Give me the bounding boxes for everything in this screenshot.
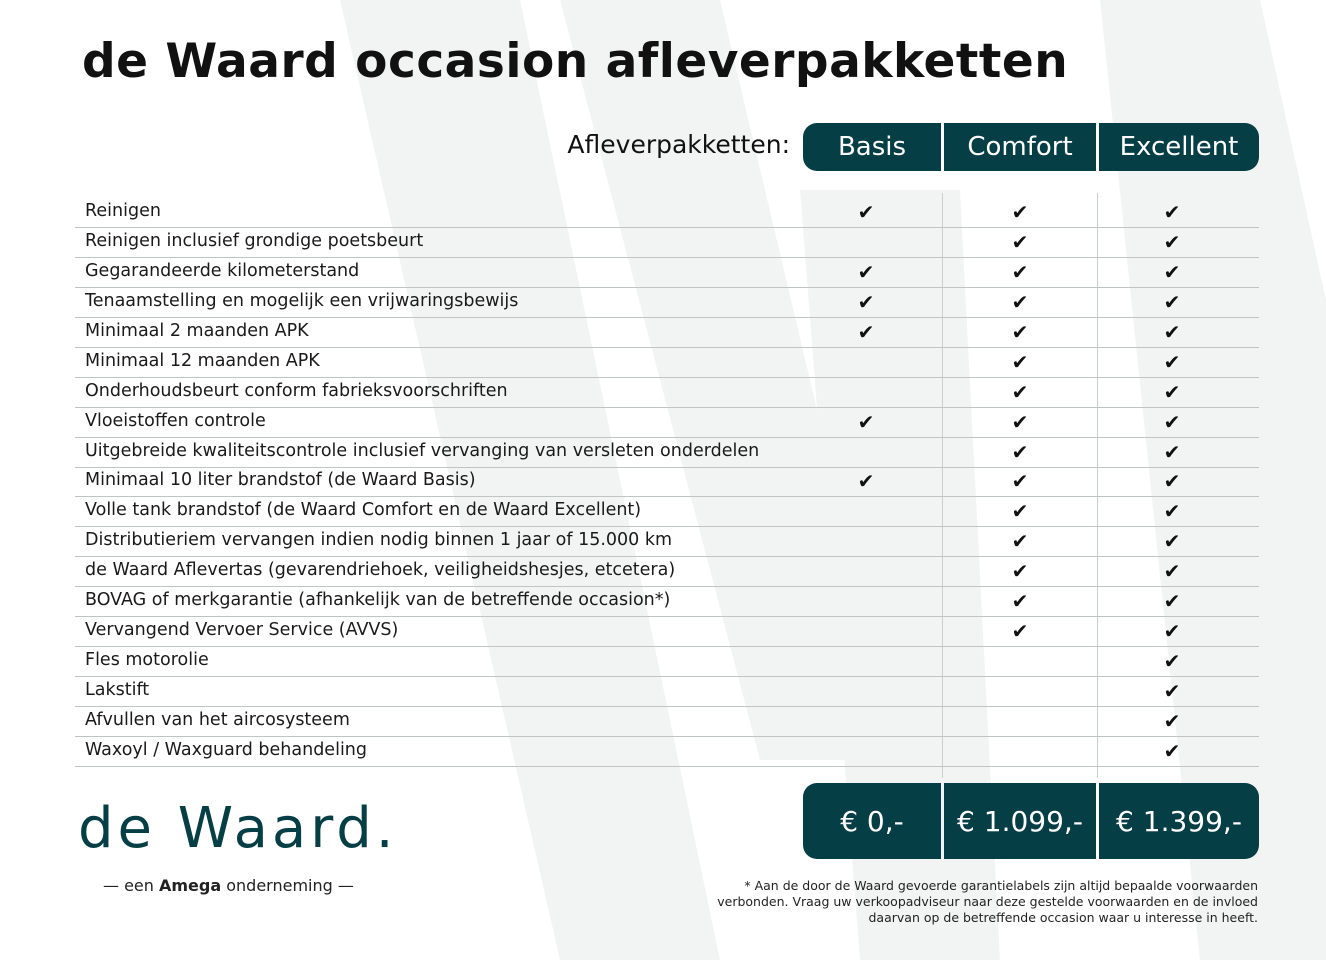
packages-label: Afleverpakketten: <box>567 130 790 159</box>
checkmark-icon: ✔ <box>1163 649 1181 674</box>
checkmark-icon: ✔ <box>1163 409 1181 434</box>
column-divider <box>1097 193 1098 778</box>
checkmark-icon: ✔ <box>1011 349 1029 374</box>
checkmark-icon: ✔ <box>1163 559 1181 584</box>
package-header-comfort: Comfort <box>944 123 1096 171</box>
feature-label: Minimaal 12 maanden APK <box>85 350 320 371</box>
column-divider <box>942 193 943 778</box>
checkmark-icon: ✔ <box>1011 439 1029 464</box>
price-excellent: € 1.399,- <box>1099 783 1259 859</box>
checkmark-icon: ✔ <box>1011 229 1029 254</box>
checkmark-icon: ✔ <box>1011 409 1029 434</box>
checkmark-icon: ✔ <box>1163 619 1181 644</box>
checkmark-icon: ✔ <box>857 319 875 344</box>
checkmark-icon: ✔ <box>1163 259 1181 284</box>
feature-label: Minimaal 2 maanden APK <box>85 320 309 341</box>
checkmark-icon: ✔ <box>1163 708 1181 733</box>
feature-label: Reinigen inclusief grondige poetsbeurt <box>85 230 424 251</box>
package-header-excellent: Excellent <box>1099 123 1259 171</box>
feature-label: de Waard Aflevertas (gevarendriehoek, ve… <box>85 560 676 581</box>
checkmark-icon: ✔ <box>1011 319 1029 344</box>
checkmark-icon: ✔ <box>1011 619 1029 644</box>
table-row: Minimaal 2 maanden APK ✔ ✔ ✔ <box>75 318 1259 348</box>
feature-label: Reinigen <box>85 201 161 221</box>
table-row: de Waard Aflevertas (gevarendriehoek, ve… <box>75 557 1259 588</box>
table-row: Distributieriem vervangen indien nodig b… <box>75 527 1259 558</box>
checkmark-icon: ✔ <box>1011 529 1029 554</box>
checkmark-icon: ✔ <box>1163 200 1181 224</box>
checkmark-icon: ✔ <box>1011 589 1029 614</box>
feature-label: Fles motorolie <box>85 650 209 671</box>
table-row: Gegarandeerde kilometerstand ✔ ✔ ✔ <box>75 258 1259 288</box>
table-row: Reinigen inclusief grondige poetsbeurt ✔ ✔ <box>75 228 1259 258</box>
feature-label: Lakstift <box>85 680 150 701</box>
tagline-brand: Amega <box>159 876 222 895</box>
package-header-basis: Basis <box>803 123 941 171</box>
checkmark-icon: ✔ <box>1163 529 1181 554</box>
checkmark-icon: ✔ <box>1163 738 1181 763</box>
table-row: Minimaal 10 liter brandstof (de Waard Ba… <box>75 467 1259 498</box>
feature-label: Distributieriem vervangen indien nodig b… <box>85 530 673 551</box>
checkmark-icon: ✔ <box>1163 679 1181 704</box>
checkmark-icon: ✔ <box>1163 379 1181 404</box>
footnote: * Aan de door de Waard gevoerde garantie… <box>717 878 1258 925</box>
price-comfort: € 1.099,- <box>944 783 1096 859</box>
feature-label: Vloeistoffen controle <box>85 410 266 431</box>
table-row: Tenaamstelling en mogelijk een vrijwarin… <box>75 288 1259 318</box>
feature-label: Waxoyl / Waxguard behandeling <box>85 739 367 760</box>
feature-label: Tenaamstelling en mogelijk een vrijwarin… <box>85 290 519 311</box>
feature-label: Volle tank brandstof (de Waard Comfort e… <box>85 500 642 521</box>
price-basis: € 0,- <box>803 783 941 859</box>
checkmark-icon: ✔ <box>1011 379 1029 404</box>
tagline-pre: — een <box>103 876 159 895</box>
checkmark-icon: ✔ <box>1163 589 1181 614</box>
checkmark-icon: ✔ <box>857 409 875 434</box>
table-row: Vloeistoffen controle ✔ ✔ ✔ <box>75 408 1259 438</box>
checkmark-icon: ✔ <box>1011 289 1029 314</box>
checkmark-icon: ✔ <box>1011 259 1029 284</box>
checkmark-icon: ✔ <box>857 289 875 314</box>
table-row: Volle tank brandstof (de Waard Comfort e… <box>75 497 1259 528</box>
checkmark-icon: ✔ <box>1011 499 1029 524</box>
checkmark-icon: ✔ <box>857 259 875 284</box>
checkmark-icon: ✔ <box>1163 349 1181 374</box>
table-row: Minimaal 12 maanden APK ✔ ✔ <box>75 348 1259 378</box>
feature-label: Gegarandeerde kilometerstand <box>85 260 360 281</box>
table-row: Afvullen van het aircosysteem ✔ <box>75 707 1259 737</box>
table-row: BOVAG of merkgarantie (afhankelijk van d… <box>75 587 1259 618</box>
checkmark-icon: ✔ <box>1163 229 1181 254</box>
table-row: Waxoyl / Waxguard behandeling ✔ <box>75 737 1259 767</box>
checkmark-icon: ✔ <box>1011 200 1029 224</box>
checkmark-icon: ✔ <box>1163 499 1181 524</box>
checkmark-icon: ✔ <box>857 200 875 224</box>
feature-label: BOVAG of merkgarantie (afhankelijk van d… <box>85 590 671 611</box>
tagline-post: onderneming — <box>221 876 354 895</box>
checkmark-icon: ✔ <box>1011 469 1029 494</box>
feature-label: Onderhoudsbeurt conform fabrieksvoorschr… <box>85 380 508 401</box>
table-row: Vervangend Vervoer Service (AVVS) ✔ ✔ <box>75 617 1259 648</box>
table-row: Reinigen ✔ ✔ ✔ <box>75 198 1259 228</box>
feature-label: Uitgebreide kwaliteitscontrole inclusief… <box>85 440 760 461</box>
table-row: Lakstift ✔ <box>75 677 1259 708</box>
feature-label: Afvullen van het aircosysteem <box>85 709 350 730</box>
checkmark-icon: ✔ <box>1163 289 1181 314</box>
checkmark-icon: ✔ <box>1163 319 1181 344</box>
checkmark-icon: ✔ <box>857 469 875 494</box>
table-row: Uitgebreide kwaliteitscontrole inclusief… <box>75 438 1259 468</box>
feature-label: Minimaal 10 liter brandstof (de Waard Ba… <box>85 470 476 491</box>
feature-label: Vervangend Vervoer Service (AVVS) <box>85 620 399 641</box>
page-title: de Waard occasion afleverpakketten <box>82 34 1069 89</box>
table-row: Onderhoudsbeurt conform fabrieksvoorschr… <box>75 378 1259 408</box>
checkmark-icon: ✔ <box>1163 469 1181 494</box>
de-waard-logo: de Waard. <box>78 796 398 861</box>
checkmark-icon: ✔ <box>1011 559 1029 584</box>
table-row: Fles motorolie ✔ <box>75 647 1259 678</box>
tagline: — een Amega onderneming — <box>103 876 354 895</box>
checkmark-icon: ✔ <box>1163 439 1181 464</box>
